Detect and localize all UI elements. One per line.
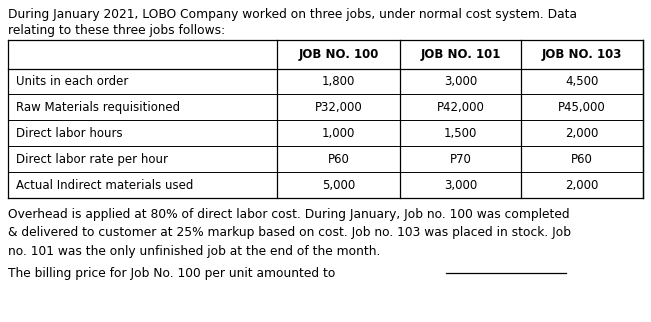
Text: 4,500: 4,500: [565, 75, 599, 88]
Text: 1,000: 1,000: [322, 127, 355, 140]
Text: 3,000: 3,000: [444, 75, 477, 88]
Text: relating to these three jobs follows:: relating to these three jobs follows:: [8, 24, 225, 37]
Text: 1,800: 1,800: [322, 75, 355, 88]
Text: 2,000: 2,000: [565, 179, 599, 192]
Text: Raw Materials requisitioned: Raw Materials requisitioned: [16, 101, 180, 114]
Text: Actual Indirect materials used: Actual Indirect materials used: [16, 179, 193, 192]
Text: 3,000: 3,000: [444, 179, 477, 192]
Text: P60: P60: [571, 153, 593, 166]
Text: 2,000: 2,000: [565, 127, 599, 140]
Text: & delivered to customer at 25% markup based on cost. Job no. 103 was placed in s: & delivered to customer at 25% markup ba…: [8, 226, 571, 239]
Text: 1,500: 1,500: [444, 127, 477, 140]
Text: Direct labor hours: Direct labor hours: [16, 127, 122, 140]
Text: P32,000: P32,000: [314, 101, 363, 114]
Text: no. 101 was the only unfinished job at the end of the month.: no. 101 was the only unfinished job at t…: [8, 245, 380, 258]
Text: JOB NO. 103: JOB NO. 103: [542, 48, 622, 61]
Text: Units in each order: Units in each order: [16, 75, 128, 88]
Text: P45,000: P45,000: [558, 101, 606, 114]
Text: The billing price for Job No. 100 per unit amounted to: The billing price for Job No. 100 per un…: [8, 267, 335, 280]
Text: During January 2021, LOBO Company worked on three jobs, under normal cost system: During January 2021, LOBO Company worked…: [8, 8, 577, 21]
Text: Overhead is applied at 80% of direct labor cost. During January, Job no. 100 was: Overhead is applied at 80% of direct lab…: [8, 208, 570, 221]
Text: P70: P70: [450, 153, 471, 166]
Text: JOB NO. 100: JOB NO. 100: [298, 48, 379, 61]
Text: JOB NO. 101: JOB NO. 101: [421, 48, 501, 61]
Text: P42,000: P42,000: [437, 101, 484, 114]
Text: 5,000: 5,000: [322, 179, 355, 192]
Text: Direct labor rate per hour: Direct labor rate per hour: [16, 153, 167, 166]
Text: P60: P60: [327, 153, 350, 166]
